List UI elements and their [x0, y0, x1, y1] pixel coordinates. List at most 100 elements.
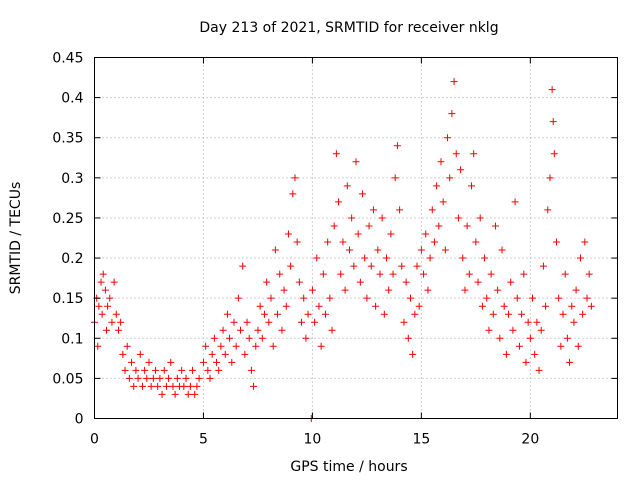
data-point — [339, 238, 347, 246]
data-point — [234, 294, 242, 302]
data-point — [345, 246, 353, 254]
y-tick-label: 0.25 — [52, 211, 83, 227]
data-point — [276, 270, 284, 278]
data-point — [304, 310, 312, 318]
data-point — [280, 286, 288, 294]
data-point — [494, 286, 502, 294]
data-point — [409, 350, 417, 358]
data-point — [483, 294, 491, 302]
data-point — [559, 310, 567, 318]
data-point — [417, 246, 425, 254]
data-point — [555, 294, 563, 302]
y-tick-label: 0.2 — [61, 251, 83, 267]
data-point — [215, 366, 223, 374]
data-point — [324, 238, 332, 246]
data-point — [374, 246, 382, 254]
data-point — [533, 318, 541, 326]
data-point — [387, 230, 395, 238]
data-point — [524, 318, 532, 326]
data-point — [98, 310, 106, 318]
data-point — [526, 334, 534, 342]
data-point — [472, 238, 480, 246]
data-point — [182, 374, 190, 382]
data-point — [502, 350, 510, 358]
data-point — [99, 270, 107, 278]
data-point — [94, 342, 102, 350]
data-point — [518, 310, 526, 318]
data-point — [341, 286, 349, 294]
data-point — [537, 326, 545, 334]
data-point — [359, 190, 367, 198]
data-point — [467, 182, 475, 190]
data-point — [184, 390, 192, 398]
data-point — [393, 142, 401, 150]
data-point — [509, 326, 517, 334]
data-point — [491, 222, 499, 230]
data-point — [245, 334, 253, 342]
data-point — [398, 262, 406, 270]
data-point — [422, 230, 430, 238]
data-point — [354, 230, 362, 238]
data-point — [489, 310, 497, 318]
data-point — [101, 286, 109, 294]
data-point — [199, 358, 207, 366]
data-point — [343, 182, 351, 190]
data-point — [195, 374, 203, 382]
x-tick-labels: 0 5 10 15 20 — [90, 432, 539, 448]
data-point — [505, 310, 513, 318]
data-point — [295, 278, 303, 286]
data-point — [391, 174, 399, 182]
data-point — [544, 206, 552, 214]
data-point — [239, 262, 247, 270]
chart-title: Day 213 of 2021, SRMTID for receiver nkl… — [199, 20, 498, 36]
data-point — [487, 270, 495, 278]
data-point — [213, 358, 221, 366]
data-point — [319, 270, 327, 278]
data-point — [232, 342, 240, 350]
data-point — [267, 294, 275, 302]
data-point — [162, 382, 170, 390]
data-point — [217, 342, 225, 350]
data-point — [413, 262, 421, 270]
data-point — [293, 238, 301, 246]
data-point — [147, 382, 155, 390]
data-point — [219, 326, 227, 334]
data-point — [278, 326, 286, 334]
data-point — [230, 318, 238, 326]
data-point — [149, 374, 157, 382]
data-point — [125, 374, 133, 382]
data-point — [511, 198, 519, 206]
y-tick-label: 0.4 — [61, 91, 83, 107]
y-tick-label: 0 — [75, 412, 84, 428]
y-tick-label: 0.1 — [61, 331, 83, 347]
data-point — [112, 310, 120, 318]
data-point — [457, 166, 465, 174]
data-point — [326, 294, 334, 302]
data-point — [300, 294, 308, 302]
data-point — [348, 214, 356, 222]
data-point — [461, 286, 469, 294]
data-point — [263, 278, 271, 286]
data-point — [513, 294, 521, 302]
y-tick-labels: 0 0.05 0.1 0.15 0.2 0.25 0.3 0.35 0.4 0.45 — [52, 51, 83, 428]
data-point — [204, 366, 212, 374]
data-point — [372, 302, 380, 310]
data-point — [531, 350, 539, 358]
data-point — [237, 326, 245, 334]
y-tick-label: 0.15 — [52, 291, 83, 307]
x-tick-label: 15 — [412, 432, 430, 448]
x-tick-label: 10 — [304, 432, 322, 448]
data-point — [158, 390, 166, 398]
data-point — [121, 366, 129, 374]
x-axis-label: GPS time / hours — [290, 459, 407, 475]
data-point — [302, 334, 310, 342]
data-point — [402, 278, 410, 286]
data-point — [289, 190, 297, 198]
data-point — [444, 134, 452, 142]
data-point — [308, 286, 316, 294]
data-point — [252, 342, 260, 350]
data-point — [287, 262, 295, 270]
data-point — [134, 374, 142, 382]
data-point — [446, 174, 454, 182]
data-point — [535, 366, 543, 374]
